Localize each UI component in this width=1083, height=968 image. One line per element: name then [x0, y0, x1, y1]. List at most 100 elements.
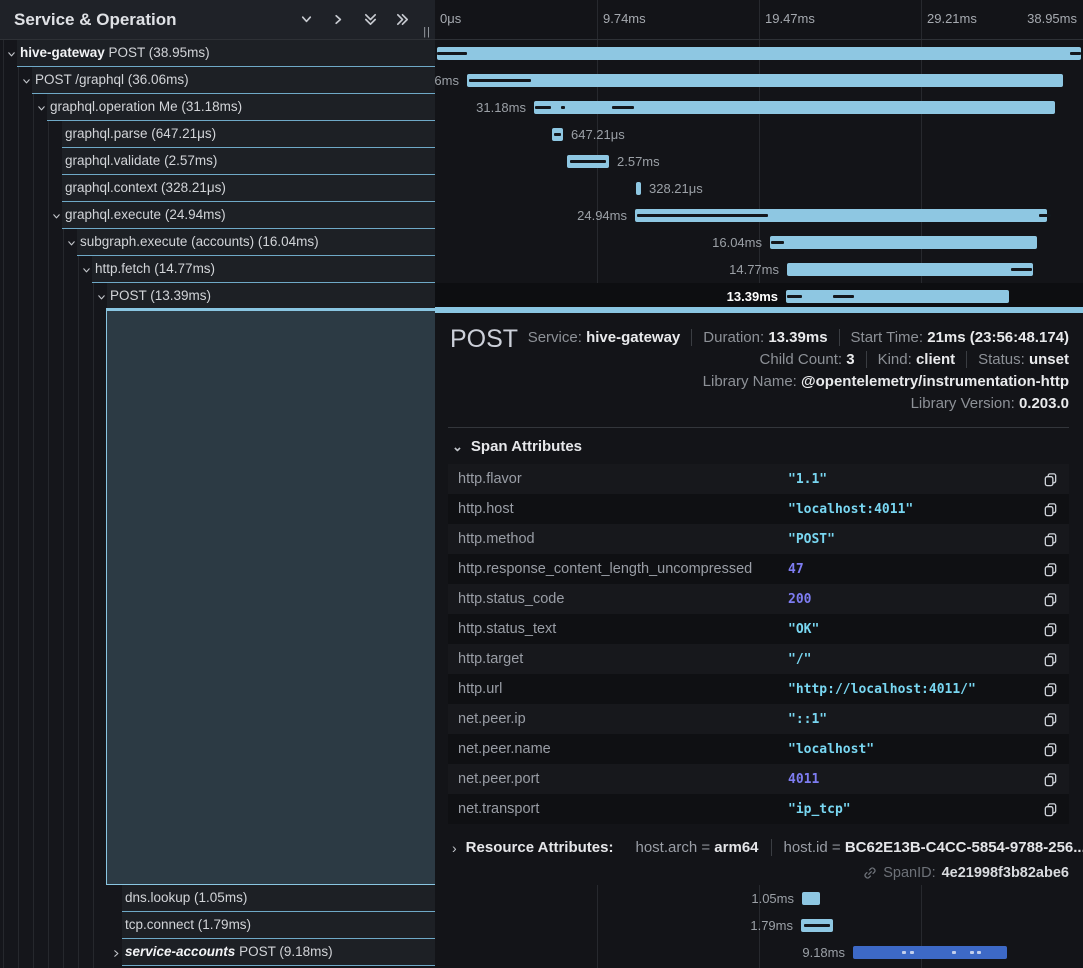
- span-duration-bar[interactable]: [770, 236, 1037, 249]
- span-tree-row[interactable]: service-accounts POST (9.18ms): [0, 939, 435, 966]
- chevron-right-icon[interactable]: [111, 946, 123, 958]
- span-duration-bar[interactable]: [786, 290, 1009, 303]
- meta-key: Start Time:: [850, 329, 928, 346]
- span-tree-row[interactable]: graphql.operation Me (31.18ms): [0, 94, 435, 121]
- timeline-row[interactable]: 1.79ms: [435, 912, 1083, 939]
- resource-attributes-preview: host.arch = arm64 host.id = BC62E13B-C4CC…: [623, 839, 1083, 856]
- collapse-all-double-chevron-down-icon[interactable]: [359, 9, 381, 31]
- timeline-row[interactable]: 328.21μs: [435, 175, 1083, 202]
- attribute-key: http.target: [458, 651, 524, 667]
- row-underline: [62, 147, 435, 148]
- duration-label: 1.05ms: [751, 891, 794, 906]
- expand-one-chevron-right-icon[interactable]: [327, 9, 349, 31]
- copy-icon[interactable]: [1041, 650, 1059, 668]
- attribute-row: net.peer.port 4011: [448, 764, 1069, 794]
- span-duration-bar[interactable]: [636, 182, 641, 195]
- span-tree-row[interactable]: graphql.parse (647.21μs): [0, 121, 435, 148]
- expand-all-double-chevron-right-icon[interactable]: [391, 9, 413, 31]
- meta-value: unset: [1028, 351, 1069, 368]
- timeline-row[interactable]: 31.18ms: [435, 94, 1083, 121]
- copy-icon[interactable]: [1041, 710, 1059, 728]
- chevron-down-icon[interactable]: [6, 47, 18, 59]
- attribute-value: "localhost": [788, 741, 875, 757]
- span-tree-row[interactable]: http.fetch (14.77ms): [0, 256, 435, 283]
- chevron-down-icon[interactable]: [36, 101, 48, 113]
- span-tree-row[interactable]: subgraph.execute (accounts) (16.04ms): [0, 229, 435, 256]
- timeline-row[interactable]: 16.04ms: [435, 229, 1083, 256]
- timeline-row[interactable]: 1.05ms: [435, 885, 1083, 912]
- resource-attributes-toggle[interactable]: › Resource Attributes: host.arch = arm64…: [452, 839, 1083, 856]
- span-detail-panel: POST Service: hive-gateway Duration: 13.3…: [435, 310, 1083, 885]
- timeline-row[interactable]: 13.39ms: [435, 283, 1083, 310]
- attribute-row: http.host "localhost:4011": [448, 494, 1069, 524]
- tree-toolbar: [295, 9, 413, 31]
- copy-icon[interactable]: [1041, 800, 1059, 818]
- link-icon[interactable]: [863, 866, 877, 880]
- timeline-row[interactable]: 36.06ms: [435, 67, 1083, 94]
- attribute-key: http.flavor: [458, 471, 522, 487]
- copy-icon[interactable]: [1041, 770, 1059, 788]
- span-tree-row[interactable]: graphql.context (328.21μs): [0, 175, 435, 202]
- chevron-down-icon[interactable]: [66, 236, 78, 248]
- span-duration-bar[interactable]: [787, 263, 1033, 276]
- row-underline: [62, 201, 435, 202]
- timeline-row[interactable]: 2.57ms: [435, 148, 1083, 175]
- span-duration-bar[interactable]: [552, 128, 563, 141]
- meta-field: Status: unset: [966, 351, 1069, 368]
- resource-attribute: host.arch = arm64: [623, 839, 770, 856]
- child-span-mark: [771, 241, 784, 244]
- indent-guide: [93, 40, 94, 968]
- attribute-value: 4011: [788, 771, 820, 787]
- span-duration-bar[interactable]: [802, 892, 820, 905]
- meta-key: Duration:: [703, 329, 769, 346]
- chevron-down-icon[interactable]: [21, 74, 33, 86]
- chevron-down-icon[interactable]: [96, 290, 108, 302]
- child-span-dot: [952, 951, 956, 954]
- attribute-value: "localhost:4011": [788, 501, 914, 517]
- span-meta-line: Service: hive-gateway Duration: 13.39ms St…: [517, 327, 1069, 348]
- span-tree-row[interactable]: POST (13.39ms): [0, 283, 435, 310]
- span-duration-bar[interactable]: [567, 155, 609, 168]
- child-span-mark: [1011, 268, 1032, 271]
- collapse-one-chevron-down-icon[interactable]: [295, 9, 317, 31]
- span-duration-bar[interactable]: [801, 919, 833, 932]
- duration-label: 13.39ms: [726, 289, 778, 304]
- span-name: tcp.connect (1.79ms): [125, 917, 252, 932]
- attribute-row: http.url "http://localhost:4011/": [448, 674, 1069, 704]
- timeline-row[interactable]: 9.18ms: [435, 939, 1083, 966]
- span-tree-row[interactable]: dns.lookup (1.05ms): [0, 885, 435, 912]
- timeline-row[interactable]: 14.77ms: [435, 256, 1083, 283]
- span-duration-bar[interactable]: [635, 209, 1051, 222]
- meta-value: 13.39ms: [768, 329, 828, 346]
- copy-icon[interactable]: [1041, 530, 1059, 548]
- span-tree-row[interactable]: graphql.validate (2.57ms): [0, 148, 435, 175]
- span-duration-bar[interactable]: [437, 47, 1081, 60]
- copy-icon[interactable]: [1041, 560, 1059, 578]
- span-tree-row[interactable]: hive-gateway POST (38.95ms): [0, 40, 435, 67]
- span-duration-bar[interactable]: [853, 946, 1007, 959]
- span-duration-bar[interactable]: [467, 74, 1063, 87]
- row-background: [62, 148, 435, 174]
- chevron-down-icon[interactable]: [81, 263, 93, 275]
- meta-value: client: [915, 351, 956, 368]
- attribute-value: "OK": [788, 621, 820, 637]
- copy-icon[interactable]: [1041, 740, 1059, 758]
- timeline-row[interactable]: 24.94ms: [435, 202, 1083, 229]
- child-span-mark: [787, 295, 802, 298]
- copy-icon[interactable]: [1041, 590, 1059, 608]
- chevron-down-icon[interactable]: [51, 209, 63, 221]
- span-tree-row[interactable]: graphql.execute (24.94ms): [0, 202, 435, 229]
- span-tree-row[interactable]: POST /graphql (36.06ms): [0, 67, 435, 94]
- copy-icon[interactable]: [1041, 500, 1059, 518]
- child-span-mark: [1039, 214, 1051, 217]
- span-id-value: 4e21998f3b82abe6: [941, 865, 1069, 881]
- copy-icon[interactable]: [1041, 620, 1059, 638]
- timeline-row[interactable]: 647.21μs: [435, 121, 1083, 148]
- span-duration-bar[interactable]: [534, 101, 1055, 114]
- timeline-row[interactable]: [435, 40, 1083, 67]
- span-tree-row[interactable]: tcp.connect (1.79ms): [0, 912, 435, 939]
- copy-icon[interactable]: [1041, 470, 1059, 488]
- span-attributes-section-toggle[interactable]: ⌄ Span Attributes: [452, 438, 1069, 455]
- copy-icon[interactable]: [1041, 680, 1059, 698]
- panel-resize-grip[interactable]: ||: [423, 26, 431, 38]
